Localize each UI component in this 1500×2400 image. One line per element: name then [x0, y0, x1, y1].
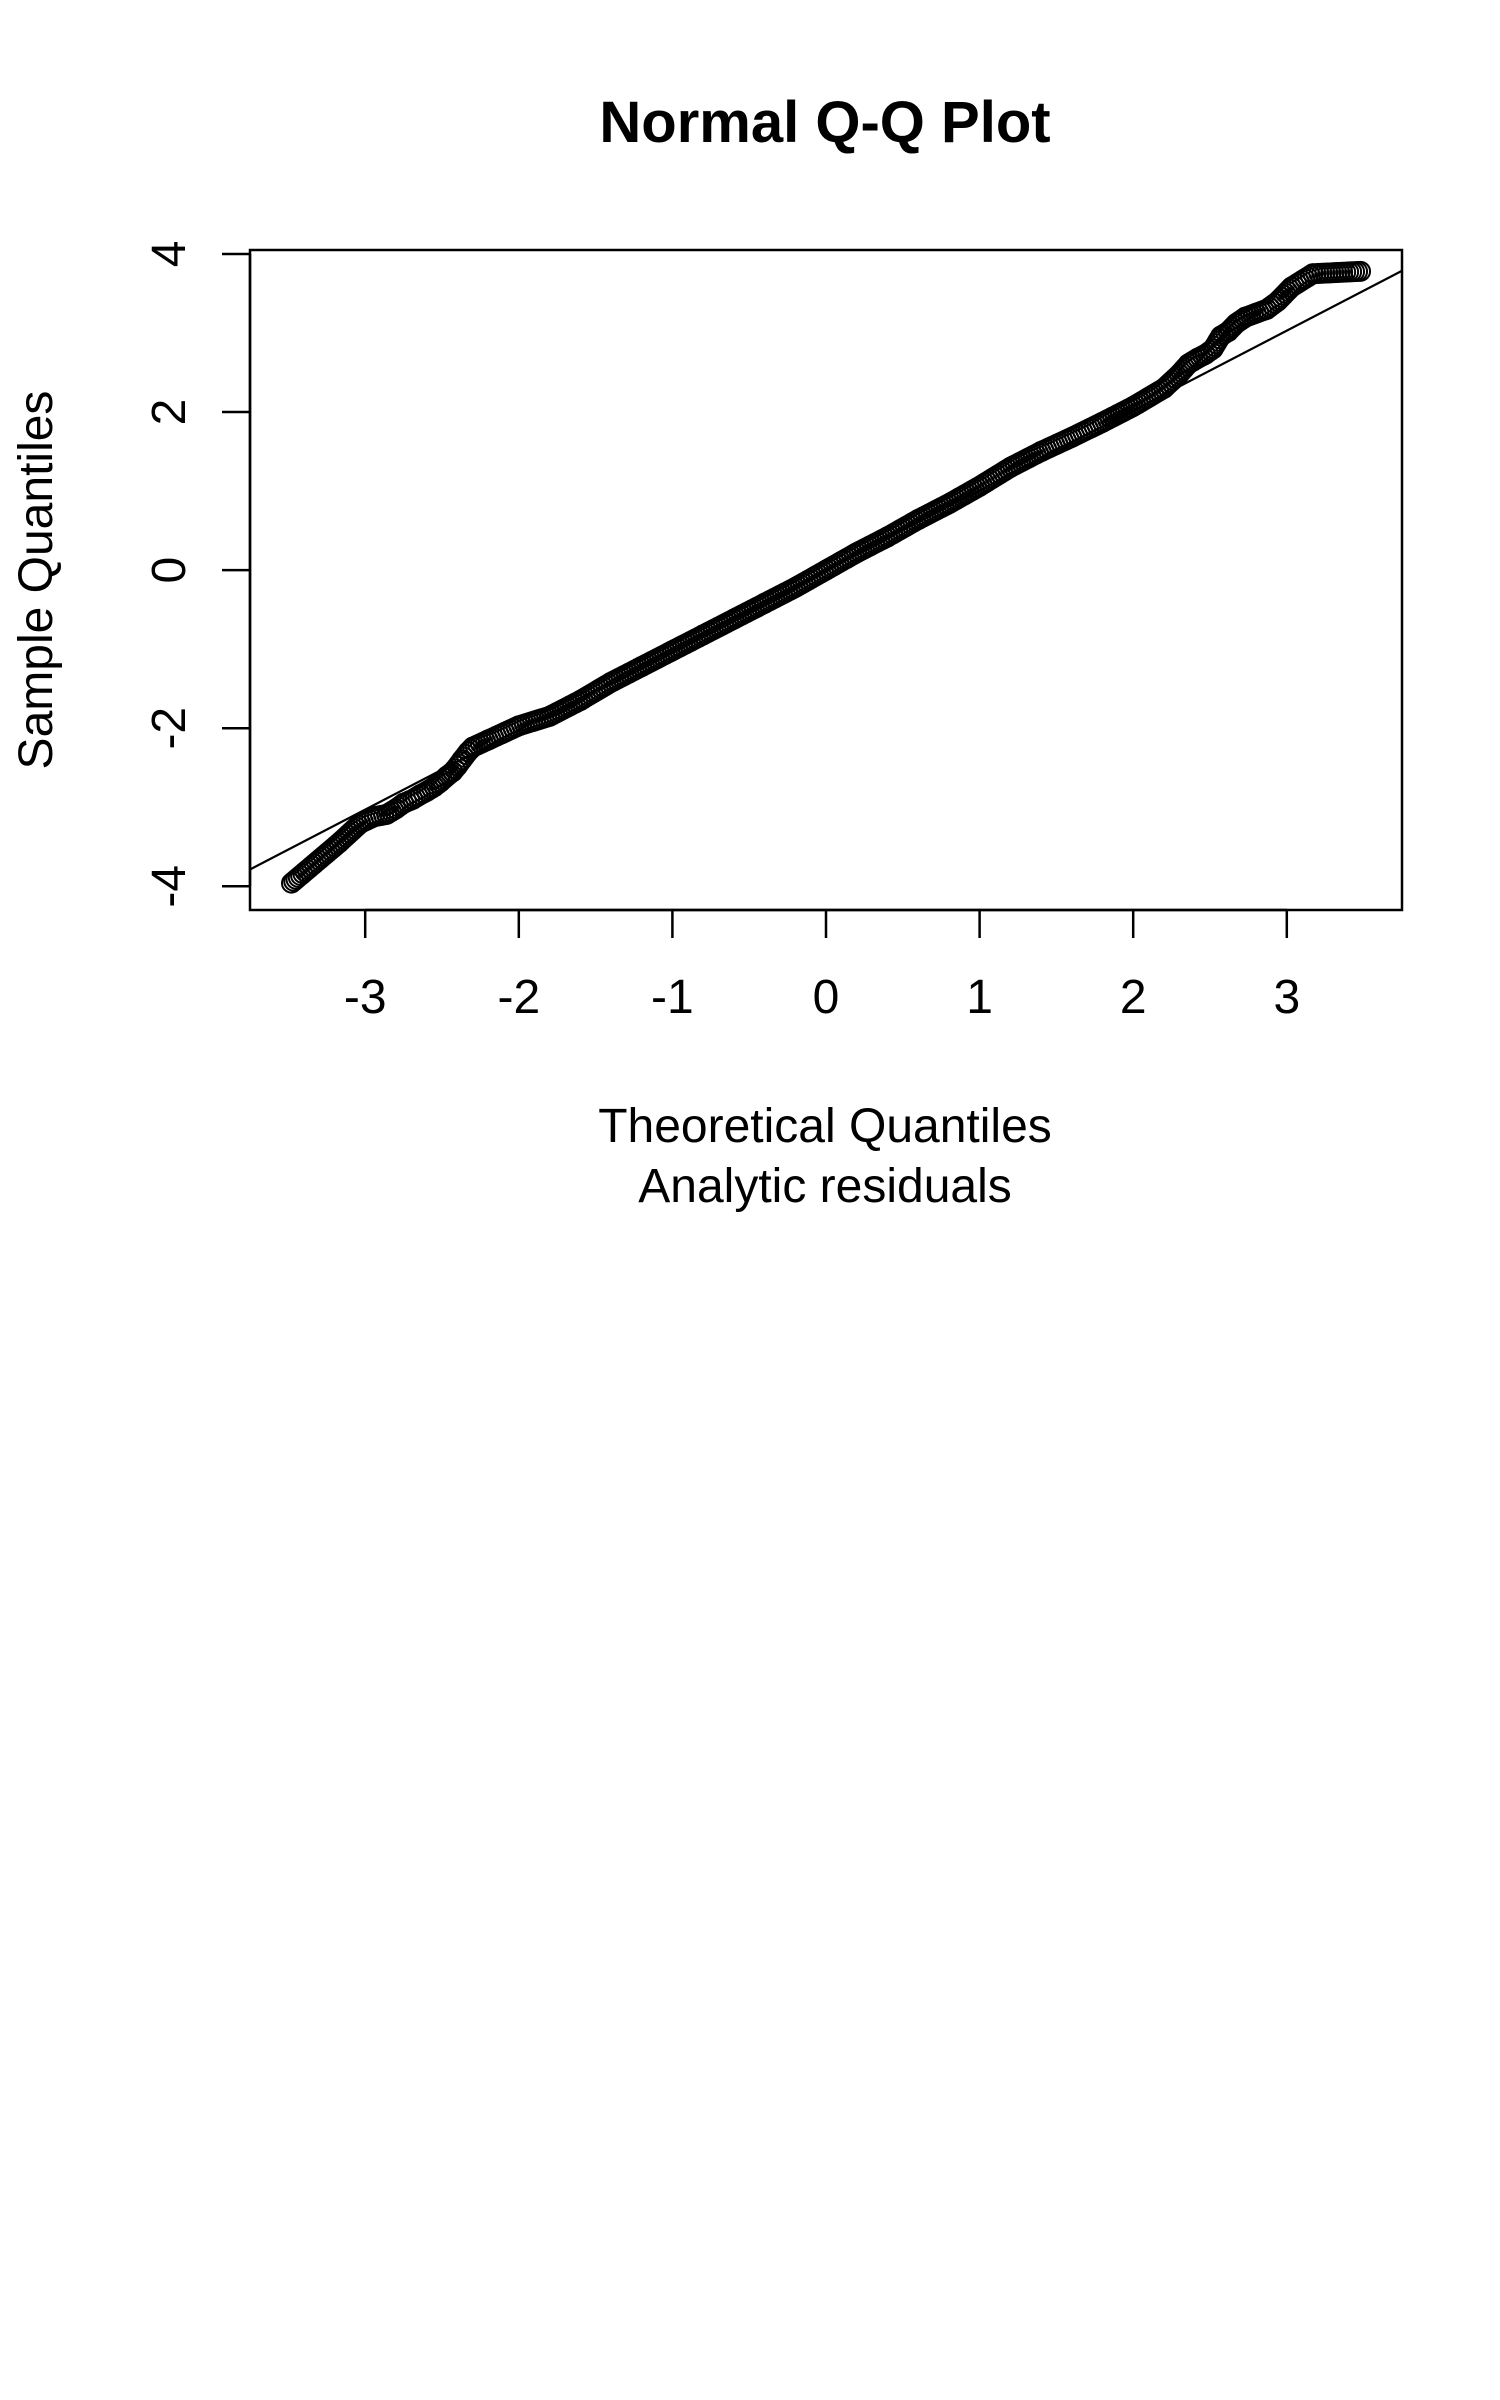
y-tick-label: -2	[143, 707, 196, 750]
chart-title: Normal Q-Q Plot	[599, 90, 1050, 155]
y-tick-label: -4	[143, 865, 196, 908]
x-tick-label: 1	[966, 971, 993, 1024]
x-axis-title: Theoretical Quantiles	[598, 1100, 1052, 1153]
x-tick-label: 2	[1120, 971, 1147, 1024]
qq-point	[1350, 260, 1372, 282]
x-tick-label: 0	[813, 971, 840, 1024]
x-tick-label: 3	[1273, 971, 1300, 1024]
x-tick-label: -3	[344, 971, 387, 1024]
y-tick-label: 2	[143, 399, 196, 426]
plot-area: -3 -2 -1 0 1 2 3 -4 -2 0 2 4	[143, 241, 1404, 1024]
y-tick-label: 4	[143, 241, 196, 268]
chart-subtitle: Analytic residuals	[638, 1160, 1012, 1213]
x-tick-label: -1	[651, 971, 694, 1024]
y-axis-title: Sample Quantiles	[10, 391, 63, 770]
y-tick-label: 0	[143, 557, 196, 584]
x-tick-label: -2	[497, 971, 540, 1024]
